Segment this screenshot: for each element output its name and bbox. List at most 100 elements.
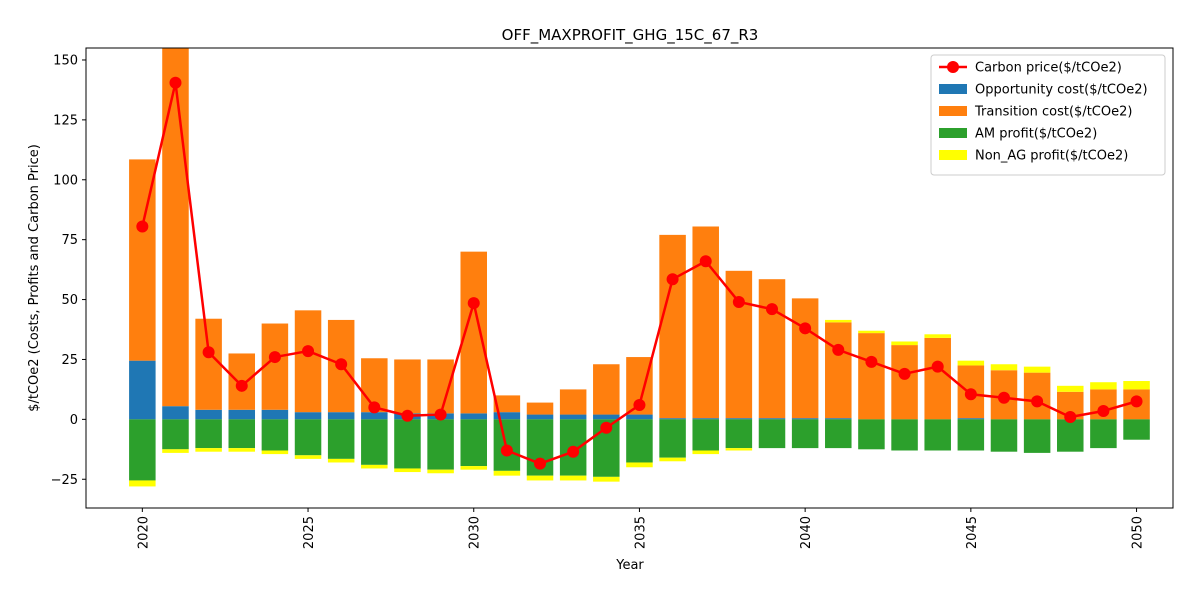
bar-segment [294, 310, 322, 413]
bar-segment [1090, 419, 1117, 449]
bar-segment [593, 414, 620, 420]
carbon-price-marker [1097, 404, 1110, 417]
carbon-price-marker [335, 358, 348, 371]
bar-segment [891, 419, 918, 451]
bar-segment [1090, 382, 1117, 390]
carbon-price-marker [799, 322, 812, 335]
carbon-price-marker [898, 367, 911, 380]
bar-segment [891, 345, 918, 420]
bar-segment [825, 319, 852, 323]
bar-segment [294, 412, 322, 420]
carbon-price-marker [699, 255, 712, 268]
bar-segment [957, 418, 985, 420]
x-tick-label: 2035 [633, 516, 648, 549]
bar-segment [493, 395, 521, 413]
carbon-price-marker [268, 351, 281, 364]
legend-label: Transition cost($/tCOe2) [974, 105, 1132, 120]
y-tick-label: 125 [53, 113, 78, 128]
bar-segment [626, 414, 653, 420]
bar-segment [858, 333, 885, 420]
bar-segment [129, 419, 156, 481]
y-tick-label: 50 [61, 293, 78, 308]
bar-segment [758, 279, 786, 419]
bar-segment [692, 419, 719, 451]
carbon-price-marker [633, 398, 646, 411]
bar-segment [593, 476, 620, 482]
bar-segment [692, 418, 719, 420]
bar-segment [725, 448, 753, 451]
x-tick-label: 2045 [965, 516, 980, 549]
carbon-price-marker [1130, 395, 1143, 408]
bar-segment [261, 450, 289, 455]
bar-segment [526, 402, 554, 415]
carbon-price-marker [235, 379, 248, 392]
bar-segment [327, 419, 355, 459]
bar-segment [924, 337, 951, 420]
y-tick-label: 25 [61, 353, 78, 368]
legend-label: AM profit($/tCOe2) [975, 127, 1097, 142]
bar-segment [228, 409, 256, 420]
carbon-price-layer [136, 76, 1143, 470]
carbon-price-marker [401, 409, 414, 422]
carbon-price-marker [666, 273, 679, 286]
carbon-price-marker [1031, 395, 1044, 408]
bar-segment [990, 364, 1018, 371]
carbon-price-marker [766, 303, 779, 316]
x-tick-label: 2040 [799, 516, 814, 549]
bar-segment [791, 418, 819, 420]
carbon-price-marker [567, 445, 580, 458]
bar-segment [725, 418, 753, 420]
legend-label: Carbon price($/tCOe2) [975, 61, 1122, 76]
bar-segment [957, 419, 985, 451]
y-axis-label: $/tCOe2 (Costs, Profits and Carbon Price… [27, 144, 42, 412]
bar-segment [659, 457, 686, 462]
bar-segment [559, 475, 587, 481]
legend-swatch-marker [947, 61, 959, 73]
legend-swatch [939, 150, 967, 160]
bar-segment [891, 341, 918, 346]
plot-frame [85, 47, 1174, 509]
bar-segment [228, 419, 256, 449]
bar-segment [825, 418, 852, 420]
y-tick-label: 100 [53, 173, 78, 188]
bar-segment [593, 364, 620, 415]
bar-segment [361, 412, 388, 420]
bar-segment [493, 412, 521, 420]
bar-segment [261, 419, 289, 451]
bar-segment [394, 468, 421, 473]
bar-segment [659, 419, 686, 458]
carbon-price-marker [865, 355, 878, 368]
bar-segment [659, 234, 686, 419]
x-tick-label: 2020 [136, 516, 151, 549]
bar-segment [327, 412, 355, 420]
bar-segment [327, 458, 355, 463]
x-axis-label: Year [615, 558, 644, 573]
carbon-price-marker [368, 401, 381, 414]
bar-segment [394, 419, 421, 469]
carbon-price-marker [931, 360, 944, 373]
carbon-price-marker [136, 220, 149, 233]
carbon-price-marker [434, 408, 447, 421]
legend-swatch [939, 106, 967, 116]
bar-segment [162, 449, 189, 453]
bar-segment [460, 466, 487, 470]
bar-segment [195, 448, 222, 452]
bar-segment [493, 470, 521, 476]
x-tick-label: 2030 [468, 516, 483, 549]
bar-segment [858, 419, 885, 450]
carbon-price-marker [500, 444, 513, 457]
bar-segment [725, 270, 753, 419]
bar-segment [1057, 419, 1084, 452]
chart-title: OFF_MAXPROFIT_GHG_15C_67_R3 [502, 26, 759, 45]
bar-segment [924, 334, 951, 338]
bar-segment [195, 419, 222, 449]
bar-segment [129, 480, 156, 487]
bar-segment [294, 419, 322, 456]
bar-segment [526, 414, 554, 420]
carbon-price-marker [964, 388, 977, 401]
bar-segment [791, 419, 819, 449]
x-tick-label: 2050 [1131, 516, 1146, 549]
bar-segment [460, 413, 487, 420]
bar-segment [1123, 419, 1150, 440]
